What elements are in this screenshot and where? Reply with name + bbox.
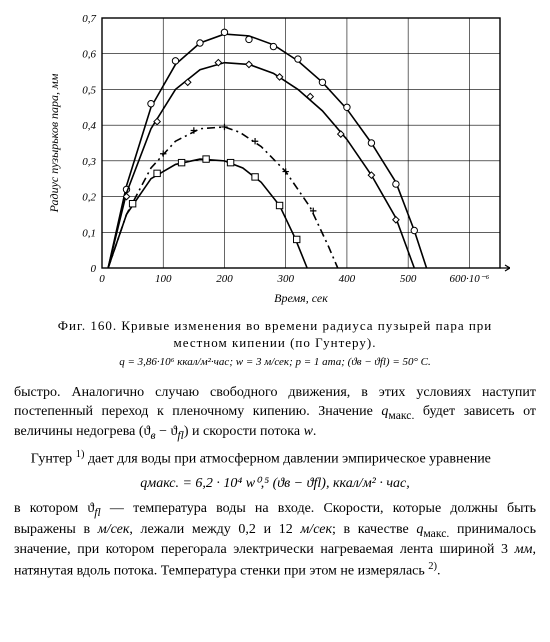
subscript: макс. [423, 527, 449, 540]
svg-text:200: 200 [216, 273, 233, 285]
footnote-ref: 2) [428, 561, 437, 572]
text: в котором ϑ [14, 501, 94, 516]
figure-caption: Фиг. 160. Кривые изменения во времени ра… [44, 318, 506, 352]
bubble-radius-chart: 0 100 200 300 400 500 600·10⁻⁶ 0,1 0,2 0,3 0,4 0,5 0… [40, 10, 510, 310]
unit: м/сек [300, 522, 332, 537]
svg-text:0,2: 0,2 [82, 192, 96, 204]
svg-text:0,1: 0,1 [82, 227, 96, 239]
svg-text:0: 0 [91, 263, 97, 275]
svg-text:0,4: 0,4 [82, 120, 96, 132]
chart-container: 0 100 200 300 400 500 600·10⁻⁶ 0,1 0,2 0,3 0,4 0,5 0… [14, 10, 536, 310]
svg-text:100: 100 [155, 273, 172, 285]
body-paragraph-2: Гунтер 1) дает для воды при атмосферном … [14, 448, 536, 470]
body-paragraph-1: быстро. Аналогично случаю свободного дви… [14, 384, 536, 444]
svg-text:0,6: 0,6 [82, 49, 96, 61]
text: ) и скорости потока [184, 424, 304, 439]
svg-text:400: 400 [339, 273, 356, 285]
svg-text:Время, сек: Время, сек [274, 291, 328, 305]
text: − ϑ [156, 424, 178, 439]
svg-text:0,3: 0,3 [82, 156, 96, 168]
svg-text:500: 500 [400, 273, 417, 285]
subscript: макс. [388, 408, 414, 421]
equation: qмакс. = 6,2 · 10⁴ w⁰,⁵ (ϑв − ϑfl), ккал… [14, 475, 536, 492]
figure-caption-params: q = 3,86·10⁶ ккал/м²·час; w = 3 м/сек; p… [14, 356, 536, 368]
svg-text:0,7: 0,7 [82, 13, 96, 25]
body-paragraph-3: в котором ϑfl — температура воды на вход… [14, 500, 536, 582]
text: . [313, 424, 317, 439]
svg-text:300: 300 [276, 273, 294, 285]
text: Гунтер [31, 451, 76, 466]
svg-text:0: 0 [99, 273, 105, 285]
unit: м/сек [98, 522, 130, 537]
text: , лежали между 0,2 и 12 [129, 522, 300, 537]
unit: мм [515, 542, 533, 557]
svg-text:600·10⁻⁶: 600·10⁻⁶ [449, 273, 489, 285]
svg-text:Радиус пузырьков пара, мм: Радиус пузырьков пара, мм [47, 73, 61, 213]
text: дает для воды при атмосферном давлении э… [84, 451, 490, 466]
text: . [437, 564, 441, 579]
svg-text:0,5: 0,5 [82, 84, 96, 96]
text: ; в качестве [332, 522, 416, 537]
w-symbol: w [304, 424, 313, 439]
